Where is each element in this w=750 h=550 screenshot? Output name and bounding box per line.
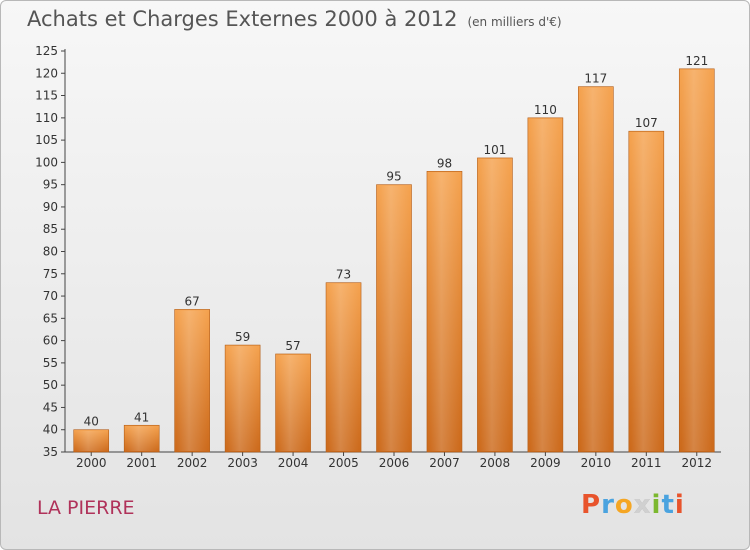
chart-title: Achats et Charges Externes 2000 à 2012 (e…: [27, 7, 562, 31]
x-tick-label-2010: 2010: [581, 456, 612, 470]
y-tick-label: 60: [43, 334, 58, 348]
y-tick-label: 70: [43, 289, 58, 303]
x-tick-label-2006: 2006: [379, 456, 410, 470]
bar-shine-2001: [126, 426, 158, 451]
bar-shine-2002: [176, 310, 208, 451]
bar-shine-2007: [428, 172, 460, 452]
logo-letter: r: [601, 490, 615, 520]
x-tick-label-2008: 2008: [480, 456, 511, 470]
bar-shine-2005: [328, 283, 360, 451]
y-tick-label: 105: [35, 133, 58, 147]
bar-shine-2006: [378, 185, 410, 451]
y-tick-label: 120: [35, 66, 58, 80]
logo-letter: i: [674, 490, 685, 520]
y-tick-label: 55: [43, 356, 58, 370]
bar-shine-2010: [580, 87, 612, 452]
chart-unit-label: (en milliers d'€): [467, 15, 562, 29]
y-tick-label: 110: [35, 111, 58, 125]
y-tick-label: 90: [43, 200, 58, 214]
value-label-2009: 110: [534, 103, 557, 117]
x-tick-label-2004: 2004: [278, 456, 309, 470]
axes-group: 35 40 45 50 55 60 65 70 75 80 85 90 95 100 105 110 115 12…: [35, 44, 721, 459]
x-tick-label-2003: 2003: [227, 456, 258, 470]
y-tick-label: 50: [43, 378, 58, 392]
x-tick-label-2009: 2009: [530, 456, 561, 470]
y-tick-label: 95: [43, 178, 58, 192]
bar-shine-2003: [227, 346, 259, 451]
bar-shine-2000: [75, 430, 107, 451]
value-label-2004: 57: [285, 339, 300, 353]
bar-shine-2011: [630, 132, 662, 451]
place-name: LA PIERRE: [37, 497, 135, 519]
logo-letter: t: [661, 490, 675, 520]
value-label-2006: 95: [386, 170, 401, 184]
value-label-2012: 121: [685, 54, 708, 68]
value-label-2008: 101: [483, 143, 506, 157]
chart-title-text: Achats et Charges Externes 2000 à 2012: [27, 7, 458, 31]
bars-group: [73, 68, 715, 453]
y-tick-label: 40: [43, 423, 58, 437]
y-tick-label: 75: [43, 267, 58, 281]
logo-letter: x: [633, 490, 652, 520]
value-label-2011: 107: [635, 116, 658, 130]
labels-group: 2000 40 2001 41 2002 67 2003 59 2004 57 2005 73 2006…: [76, 54, 712, 470]
value-label-2000: 40: [84, 415, 99, 429]
bar-shine-2004: [277, 354, 309, 451]
value-label-2007: 98: [437, 156, 452, 170]
value-label-2002: 67: [185, 294, 200, 308]
value-label-2010: 117: [584, 72, 607, 86]
bar-shine-2008: [479, 158, 511, 451]
logo-letter: P: [581, 490, 602, 520]
y-tick-label: 115: [35, 89, 58, 103]
value-label-2003: 59: [235, 330, 250, 344]
bar-shine-2012: [681, 69, 713, 452]
logo-letter: o: [614, 490, 634, 520]
y-tick-label: 80: [43, 245, 58, 259]
value-label-2005: 73: [336, 268, 351, 282]
y-tick-label: 65: [43, 311, 58, 325]
proxiti-logo: Proxiti: [581, 490, 685, 520]
x-tick-label-2007: 2007: [429, 456, 460, 470]
logo-letter: i: [651, 490, 662, 520]
x-tick-label-2005: 2005: [328, 456, 359, 470]
y-tick-label: 100: [35, 155, 58, 169]
y-tick-label: 35: [43, 445, 58, 459]
y-tick-label: 125: [35, 44, 58, 58]
y-tick-label: 45: [43, 400, 58, 414]
x-tick-label-2001: 2001: [126, 456, 157, 470]
x-tick-label-2011: 2011: [631, 456, 662, 470]
value-label-2001: 41: [134, 410, 149, 424]
y-tick-label: 85: [43, 222, 58, 236]
x-tick-label-2002: 2002: [177, 456, 208, 470]
x-tick-label-2000: 2000: [76, 456, 107, 470]
bar-shine-2009: [529, 118, 561, 451]
x-tick-label-2012: 2012: [681, 456, 712, 470]
